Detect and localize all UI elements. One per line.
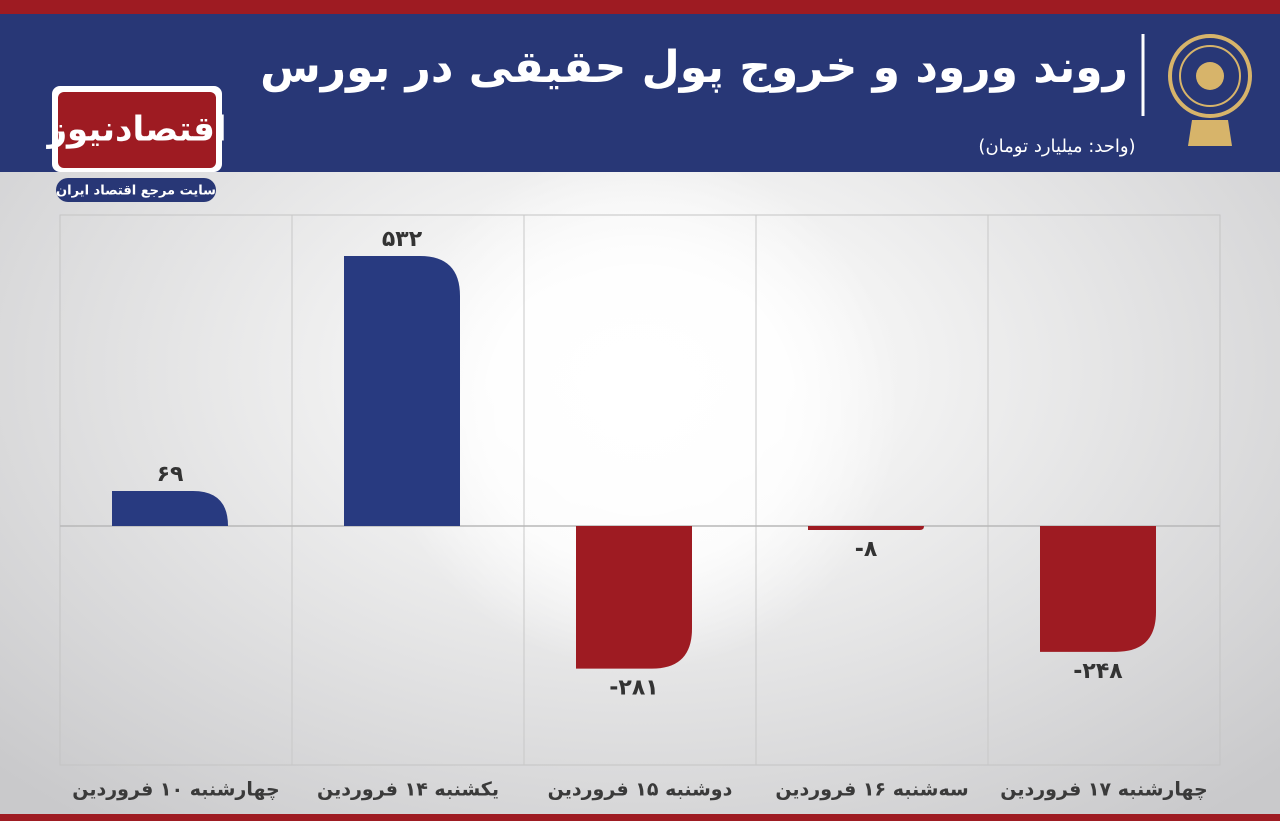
x-tick-label: چهارشنبه ۱۷ فروردین — [1000, 779, 1207, 801]
x-tick-label: چهارشنبه ۱۰ فروردین — [72, 779, 279, 801]
glow — [380, 150, 900, 670]
brand: اقتصادنیوز — [45, 110, 226, 150]
bar — [576, 526, 692, 669]
bar — [1040, 526, 1156, 652]
bottom-stripe — [0, 814, 1280, 821]
bar — [808, 526, 924, 531]
bar — [344, 256, 460, 526]
value-label: ۵۳۲ — [382, 227, 423, 252]
value-label: -۲۴۸ — [1073, 659, 1123, 684]
top-stripe — [0, 0, 1280, 14]
chart-subtitle: (واحد: میلیارد تومان) — [978, 136, 1135, 157]
value-label: ۶۹ — [157, 462, 184, 487]
x-tick-label: دوشنبه ۱۵ فروردین — [548, 779, 733, 801]
x-tick-label: سه‌شنبه ۱۶ فروردین — [775, 779, 968, 801]
value-label: -۲۸۱ — [609, 676, 658, 701]
exchange-logo — [1168, 34, 1252, 146]
plot-frame — [59, 214, 1221, 766]
brand-logo: اقتصادنیوز سایت مرجع اقتصاد ایران — [45, 86, 227, 202]
chart-title: روند ورود و خروج پول حقیقی در بورس — [260, 42, 1128, 93]
x-tick-label: یکشنبه ۱۴ فروردین — [317, 779, 499, 801]
value-label: -۸ — [855, 537, 878, 562]
bar — [112, 490, 228, 526]
brand-tagline: سایت مرجع اقتصاد ایران — [56, 184, 216, 199]
